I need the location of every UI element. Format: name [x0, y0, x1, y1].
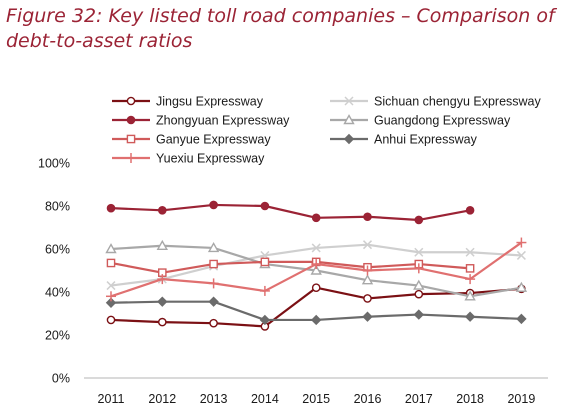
- data-point: [259, 314, 271, 326]
- legend-label: Yuexiu Expressway: [156, 152, 265, 166]
- data-point: [310, 264, 322, 275]
- data-point: [105, 243, 117, 254]
- x-tick-label: 2015: [302, 392, 330, 406]
- data-point: [413, 279, 425, 290]
- series-line: [110, 260, 471, 274]
- data-point: [209, 200, 218, 210]
- data-point: [310, 314, 322, 326]
- data-point: [260, 257, 270, 267]
- data-point: [106, 258, 116, 268]
- data-point: [363, 212, 372, 222]
- data-point: [362, 311, 373, 322]
- data-point: [515, 281, 528, 292]
- legend-item-anhui-expressway: Anhui Expressway: [330, 133, 478, 147]
- chart-axes: 0% 20% 40% 60% 80% 100% 2011 2012 2013 2014 2015 20…: [38, 157, 548, 406]
- legend-item-ganyue-expressway: Ganyue Expressway: [112, 133, 271, 147]
- x-tick-label: 2018: [456, 392, 484, 406]
- data-point: [465, 264, 475, 273]
- x-tick-label: 2017: [405, 392, 433, 406]
- data-point: [414, 289, 424, 299]
- legend-label: Sichuan chengyu Expressway: [374, 95, 542, 109]
- legend-item-zhongyuan-expressway: Zhongyuan Expressway: [112, 114, 290, 128]
- x-tick-label: 2011: [98, 392, 125, 406]
- y-tick-label: 20%: [45, 329, 70, 343]
- series-yuexiu-expressway: [106, 237, 527, 302]
- data-point: [464, 311, 476, 322]
- legend-label: Jingsu Expressway: [156, 95, 264, 109]
- data-point: [106, 315, 116, 325]
- data-point: [413, 263, 424, 274]
- chart-title-line-1: Figure 32: Key listed toll road companie…: [6, 5, 555, 27]
- chart-title-line-2: debt-to-asset ratios: [6, 30, 193, 52]
- data-point: [157, 274, 168, 285]
- x-tick-label: 2016: [354, 392, 382, 406]
- data-point: [414, 215, 424, 225]
- data-point: [208, 296, 219, 307]
- legend-item-yuexiu-expressway: Yuexiu Expressway: [112, 152, 265, 166]
- data-point: [362, 240, 373, 250]
- y-tick-label: 40%: [45, 286, 70, 300]
- series-anhui-expressway: [105, 296, 527, 326]
- data-point: [106, 281, 116, 291]
- legend-swatch-marker: [126, 153, 136, 163]
- data-point: [260, 201, 270, 211]
- data-point: [465, 274, 476, 285]
- data-point: [259, 285, 270, 296]
- legend-label: Zhongyuan Expressway: [156, 114, 290, 128]
- data-point: [414, 247, 424, 257]
- y-tick-label: 100%: [38, 157, 70, 171]
- legend-swatch-marker: [126, 115, 136, 125]
- data-point: [209, 318, 218, 328]
- x-tick-label: 2014: [251, 392, 279, 406]
- x-tick-label: 2013: [200, 392, 228, 406]
- x-tick-label: 2019: [507, 392, 535, 406]
- legend-swatch-marker: [126, 134, 136, 144]
- y-tick-label: 0%: [52, 372, 70, 386]
- data-point: [311, 259, 322, 270]
- legend-swatch-marker: [344, 96, 354, 106]
- chart-series: [105, 200, 528, 331]
- data-point: [158, 206, 167, 215]
- data-point: [105, 297, 117, 308]
- data-point: [465, 206, 475, 215]
- legend-label: Anhui Expressway: [374, 133, 478, 147]
- legend-item-guangdong-expressway: Guangdong Expressway: [330, 114, 511, 128]
- data-point: [362, 265, 373, 276]
- legend-swatch-marker: [126, 96, 136, 106]
- data-point: [106, 291, 116, 302]
- series-line: [110, 203, 471, 222]
- data-point: [209, 259, 218, 269]
- chart-legend: Jingsu Expressway Sichuan chengyu Express…: [112, 95, 542, 166]
- data-point: [516, 313, 527, 325]
- y-tick-label: 60%: [45, 243, 70, 257]
- series-zhongyuan-expressway: [106, 200, 475, 225]
- data-point: [516, 237, 527, 248]
- legend-label: Ganyue Expressway: [156, 133, 271, 147]
- legend-item-sichuan-chengyu-expressway: Sichuan chengyu Expressway: [330, 95, 542, 109]
- legend-label: Guangdong Expressway: [374, 114, 511, 128]
- legend-swatch-marker: [343, 133, 355, 145]
- data-point: [516, 250, 526, 260]
- chart-title: Figure 32: Key listed toll road companie…: [6, 4, 571, 54]
- data-point: [363, 294, 372, 303]
- x-tick-label: 2012: [148, 392, 176, 406]
- data-point: [156, 239, 168, 250]
- data-point: [208, 278, 219, 289]
- data-point: [106, 203, 116, 213]
- data-point: [311, 243, 321, 253]
- data-point: [413, 309, 425, 320]
- data-point: [157, 317, 167, 327]
- data-point: [311, 213, 321, 223]
- data-point: [465, 247, 475, 257]
- legend-swatch-marker: [343, 114, 355, 125]
- y-tick-label: 80%: [45, 200, 70, 214]
- legend-item-jingsu-expressway: Jingsu Expressway: [112, 95, 264, 109]
- data-point: [464, 290, 476, 301]
- data-point: [157, 296, 168, 307]
- data-point: [361, 274, 374, 285]
- data-point: [311, 283, 321, 293]
- data-point: [207, 241, 220, 253]
